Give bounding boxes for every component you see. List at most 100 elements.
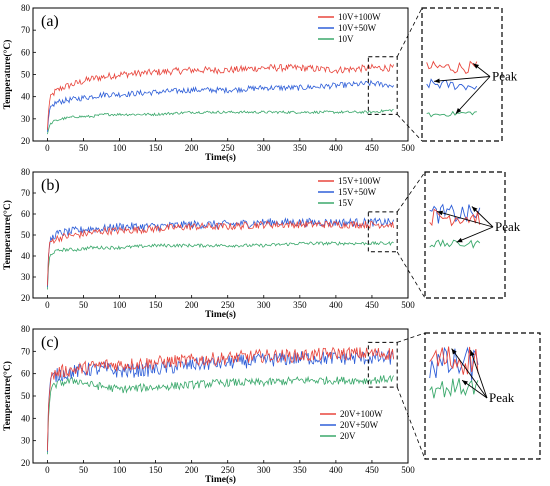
peak-insets: Peak Peak Peak — [421, 7, 541, 460]
panel-label: (a) — [41, 13, 59, 30]
legend-label: 10V — [338, 34, 354, 44]
series-line-10V — [47, 109, 394, 135]
peak-arrowhead — [451, 348, 457, 355]
y-tick-label: 60 — [21, 47, 31, 57]
legend-label: 10V+50W — [338, 23, 377, 33]
x-tick-label: 350 — [293, 465, 307, 475]
x-tick-label: 50 — [79, 465, 89, 475]
peak-inset-1: Peak — [421, 7, 518, 142]
x-tick-label: 500 — [401, 300, 415, 310]
series-line-15V+50W — [47, 217, 394, 287]
peak-arrowhead — [456, 237, 463, 243]
inset-series-10V+100W — [426, 60, 478, 75]
inset-frame — [421, 7, 503, 142]
x-tick-label: 0 — [45, 143, 50, 153]
x-tick-label: 400 — [329, 465, 343, 475]
zoom-box — [367, 211, 398, 253]
x-tick-label: 300 — [257, 143, 271, 153]
x-tick-label: 150 — [149, 143, 163, 153]
x-tick-label: 450 — [365, 300, 379, 310]
y-axis-label: Temperature(°C) — [2, 200, 13, 270]
zoom-connector — [396, 114, 423, 142]
x-tick-label: 200 — [185, 300, 199, 310]
peak-arrow — [456, 226, 494, 243]
peak-arrow — [455, 76, 491, 114]
peak-arrowhead — [473, 63, 480, 69]
peak-inset-2: Peak — [424, 171, 521, 299]
peak-arrow — [451, 348, 488, 399]
y-tick-label: 50 — [21, 230, 31, 240]
y-tick-label: 30 — [21, 114, 31, 124]
zoom-connector — [396, 171, 426, 213]
chart-panel-1: 0 50 100 150 200 250 300 350 400 450 500 20 30 40 50 60… — [2, 3, 423, 163]
y-tick-label: 30 — [21, 436, 31, 446]
inset-series-15V — [429, 239, 481, 249]
peak-arrow — [470, 350, 488, 399]
inset-frame — [424, 332, 541, 460]
x-tick-label: 50 — [79, 300, 89, 310]
x-tick-label: 450 — [365, 143, 379, 153]
legend-label: 15V+50W — [338, 187, 377, 197]
x-tick-label: 300 — [257, 300, 271, 310]
series-line-10V+100W — [47, 63, 394, 130]
x-tick-label: 0 — [45, 300, 50, 310]
legend-label: 15V — [338, 198, 354, 208]
y-tick-label: 40 — [21, 92, 31, 102]
x-tick-label: 100 — [113, 300, 127, 310]
y-tick-label: 80 — [21, 167, 31, 177]
x-tick-label: 450 — [365, 465, 379, 475]
peak-arrowhead — [455, 108, 462, 114]
inset-series-15V+100W — [429, 208, 481, 227]
series-line-20V+100W — [47, 346, 394, 451]
plot-frame — [32, 328, 409, 464]
zoom-connector — [396, 386, 426, 460]
x-axis-label: Time(s) — [205, 152, 236, 163]
peak-arrowhead — [434, 78, 440, 84]
series-line-10V+50W — [47, 79, 394, 132]
y-tick-label: 40 — [21, 413, 31, 423]
y-tick-label: 20 — [21, 293, 31, 303]
peak-arrowhead — [470, 350, 475, 357]
y-tick-label: 70 — [21, 188, 31, 198]
zoom-box — [367, 56, 398, 115]
legend-label: 10V+100W — [338, 12, 381, 22]
inset-series-20V+100W — [429, 346, 479, 375]
chart-panel-3: 0 50 100 150 200 250 300 350 400 450 500 20 30 40 50 60… — [2, 324, 426, 485]
peak-arrowhead — [437, 210, 444, 216]
inset-series-10V — [426, 110, 477, 118]
x-tick-label: 250 — [221, 143, 235, 153]
peak-arrow — [436, 211, 494, 228]
inset-series-20V+50W — [429, 346, 479, 381]
peak-arrowhead — [471, 206, 478, 213]
panel-label: (b) — [41, 177, 60, 194]
peak-label: Peak — [489, 390, 515, 405]
legend-label: 20V — [340, 431, 356, 441]
x-tick-label: 100 — [113, 143, 127, 153]
x-tick-label: 400 — [329, 143, 343, 153]
x-axis-label: Time(s) — [205, 474, 236, 485]
peak-label: Peak — [495, 219, 521, 234]
peak-inset-3: Peak — [424, 332, 541, 460]
panel-label: (c) — [41, 334, 59, 351]
x-tick-label: 50 — [79, 143, 89, 153]
x-tick-label: 150 — [149, 300, 163, 310]
y-tick-label: 80 — [21, 324, 31, 334]
series-line-20V — [47, 374, 394, 455]
y-axis-label: Temperature(°C) — [2, 40, 13, 110]
x-tick-label: 350 — [293, 143, 307, 153]
inset-series-20V — [429, 378, 479, 399]
y-tick-label: 40 — [21, 251, 31, 261]
zoom-connector — [396, 251, 426, 299]
y-tick-label: 30 — [21, 272, 31, 282]
peak-arrowhead — [462, 380, 468, 386]
legend-label: 20V+50W — [340, 420, 379, 430]
x-tick-label: 500 — [401, 143, 415, 153]
y-tick-label: 70 — [21, 25, 31, 35]
x-tick-label: 0 — [45, 465, 50, 475]
zoom-connector — [396, 7, 423, 57]
peak-label: Peak — [492, 69, 518, 84]
inset-series-10V+50W — [426, 78, 478, 91]
y-tick-label: 50 — [21, 70, 31, 80]
